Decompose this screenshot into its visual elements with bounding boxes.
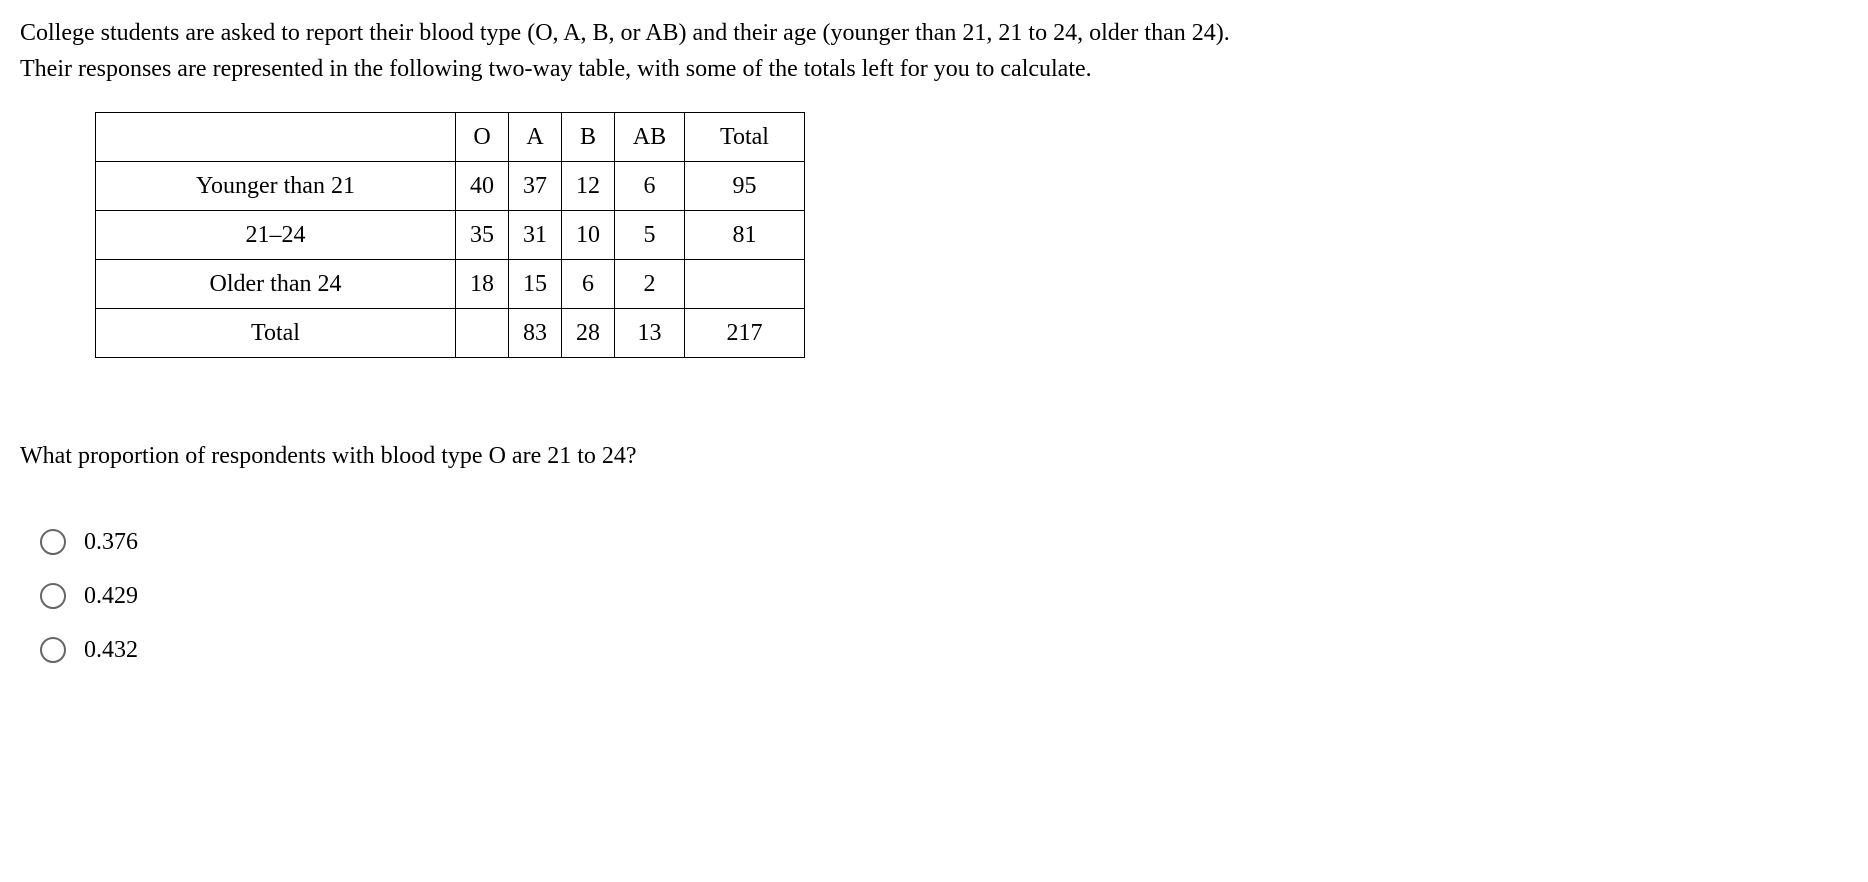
header-o: O xyxy=(456,113,509,162)
intro-line-1: College students are asked to report the… xyxy=(20,15,1848,51)
cell-value: 2 xyxy=(615,260,685,309)
radio-button[interactable] xyxy=(40,529,66,555)
cell-value: 18 xyxy=(456,260,509,309)
row-label: Younger than 21 xyxy=(96,162,456,211)
cell-value: 83 xyxy=(509,309,562,358)
cell-value: 13 xyxy=(615,309,685,358)
cell-value: 15 xyxy=(509,260,562,309)
table-row: 21–24 35 31 10 5 81 xyxy=(96,211,805,260)
cell-value: 31 xyxy=(509,211,562,260)
cell-empty xyxy=(456,309,509,358)
table-row: Younger than 21 40 37 12 6 95 xyxy=(96,162,805,211)
table-header-row: O A B AB Total xyxy=(96,113,805,162)
answer-options: 0.376 0.429 0.432 xyxy=(40,524,1848,668)
cell-value: 81 xyxy=(685,211,805,260)
cell-value: 28 xyxy=(562,309,615,358)
two-way-table: O A B AB Total Younger than 21 40 37 12 … xyxy=(95,112,805,358)
radio-button[interactable] xyxy=(40,583,66,609)
row-label: Older than 24 xyxy=(96,260,456,309)
option-item: 0.376 xyxy=(40,524,1848,560)
option-item: 0.429 xyxy=(40,578,1848,614)
cell-empty xyxy=(685,260,805,309)
cell-value: 217 xyxy=(685,309,805,358)
row-label: 21–24 xyxy=(96,211,456,260)
data-table-wrapper: O A B AB Total Younger than 21 40 37 12 … xyxy=(95,112,1848,358)
cell-value: 5 xyxy=(615,211,685,260)
table-row: Older than 24 18 15 6 2 xyxy=(96,260,805,309)
cell-value: 6 xyxy=(615,162,685,211)
option-item: 0.432 xyxy=(40,632,1848,668)
header-ab: AB xyxy=(615,113,685,162)
option-label: 0.429 xyxy=(84,578,138,614)
header-blank xyxy=(96,113,456,162)
cell-value: 35 xyxy=(456,211,509,260)
table-row-total: Total 83 28 13 217 xyxy=(96,309,805,358)
header-b: B xyxy=(562,113,615,162)
row-label: Total xyxy=(96,309,456,358)
cell-value: 40 xyxy=(456,162,509,211)
cell-value: 37 xyxy=(509,162,562,211)
intro-line-2: Their responses are represented in the f… xyxy=(20,51,1848,87)
cell-value: 95 xyxy=(685,162,805,211)
cell-value: 12 xyxy=(562,162,615,211)
question-text: What proportion of respondents with bloo… xyxy=(20,438,1848,474)
header-a: A xyxy=(509,113,562,162)
problem-intro: College students are asked to report the… xyxy=(20,15,1848,87)
cell-value: 10 xyxy=(562,211,615,260)
option-label: 0.432 xyxy=(84,632,138,668)
option-label: 0.376 xyxy=(84,524,138,560)
radio-button[interactable] xyxy=(40,637,66,663)
cell-value: 6 xyxy=(562,260,615,309)
header-total: Total xyxy=(685,113,805,162)
